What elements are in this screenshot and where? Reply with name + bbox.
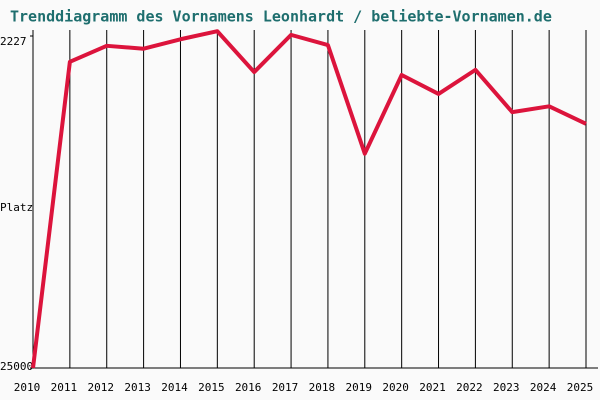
x-tick-label: 2020 bbox=[382, 381, 409, 394]
x-tick-label: 2024 bbox=[530, 381, 557, 394]
y-axis-label: Platz bbox=[0, 201, 33, 214]
line bbox=[31, 29, 587, 369]
x-tick-label: 2018 bbox=[309, 381, 336, 394]
x-tick-label: 2025 bbox=[567, 381, 594, 394]
x-tick-label: 2015 bbox=[198, 381, 225, 394]
x-tick-label: 2017 bbox=[272, 381, 299, 394]
x-tick-label: 2023 bbox=[493, 381, 520, 394]
y-tick-label: 2227 bbox=[0, 35, 27, 48]
x-tick-label: 2022 bbox=[456, 381, 483, 394]
x-tick-label: 2016 bbox=[235, 381, 262, 394]
x-tick-label: 2014 bbox=[161, 381, 188, 394]
x-tick-label: 2010 bbox=[14, 381, 41, 394]
x-tick-label: 2021 bbox=[419, 381, 446, 394]
y-tick-label: 25000 bbox=[0, 360, 33, 373]
x-tick-label: 2019 bbox=[346, 381, 373, 394]
x-tick-label: 2011 bbox=[51, 381, 78, 394]
x-tick-label: 2012 bbox=[87, 381, 114, 394]
x-tick-label: 2013 bbox=[124, 381, 151, 394]
chart-title: Trenddiagramm des Vornamens Leonhardt / … bbox=[10, 8, 552, 26]
